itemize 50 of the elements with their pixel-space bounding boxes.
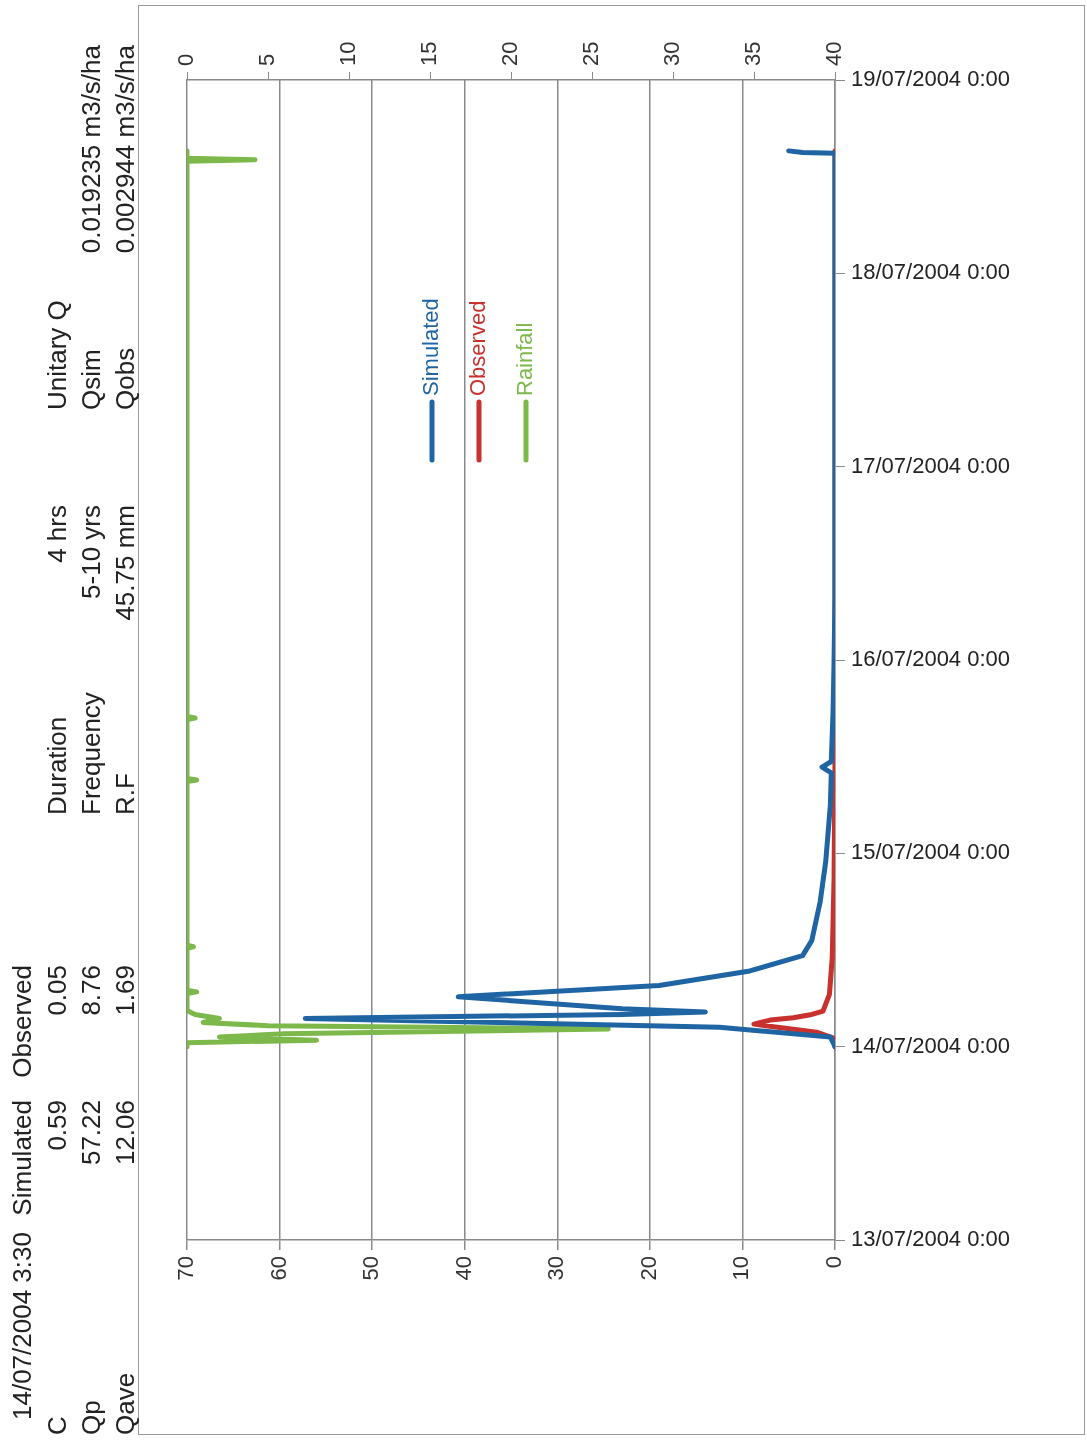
- y-tick-label: 16/07/2004 0:00: [851, 646, 1011, 672]
- x-tick-label: 0: [821, 1256, 847, 1269]
- y-tick-label: 14/07/2004 0:00: [851, 1032, 1011, 1058]
- text: 0.05: [42, 965, 72, 1016]
- text: 0.019235 m3/s/ha: [76, 45, 106, 254]
- text: 14/07/2004 3:30: [7, 1232, 37, 1420]
- y-tick-label: 19/07/2004 0:00: [851, 66, 1011, 92]
- text: Simulated: [7, 1100, 37, 1216]
- x2-tick-label: 5: [254, 53, 280, 66]
- y-tick-label: 18/07/2004 0:00: [851, 259, 1011, 285]
- x-tick-label: 30: [543, 1256, 569, 1281]
- x-tick-label: 60: [265, 1256, 291, 1281]
- y-tick-label: 15/07/2004 0:00: [851, 839, 1011, 865]
- x2-tick-label: 25: [578, 41, 604, 66]
- x2-tick-label: 0: [173, 53, 199, 66]
- x2-tick-label: 35: [740, 41, 766, 66]
- text: Rainfall: [512, 322, 538, 396]
- text: 0.002944 m3/s/ha: [110, 45, 140, 254]
- text: Frequency: [76, 692, 106, 815]
- text: Observed: [465, 300, 491, 396]
- x2-tick-label: 15: [416, 41, 442, 66]
- text: 5-10 yrs: [76, 505, 106, 599]
- x-tick-label: 70: [173, 1256, 199, 1281]
- x-tick-label: 10: [728, 1256, 754, 1281]
- text: Qsim: [76, 349, 106, 410]
- text: Qobs: [110, 347, 140, 410]
- text: 45.75 mm: [110, 505, 140, 621]
- text: R.F: [110, 773, 140, 815]
- x-tick-label: 50: [358, 1256, 384, 1281]
- x2-tick-label: 40: [821, 41, 847, 66]
- text: Unitary Q: [42, 300, 72, 410]
- text: 8.76: [76, 965, 106, 1016]
- text: C: [42, 1416, 72, 1435]
- text: 4 hrs: [42, 505, 72, 563]
- text: 0.59: [42, 1100, 72, 1151]
- text: Qp: [76, 1400, 106, 1435]
- text: 57.22: [76, 1100, 106, 1166]
- text: Qave: [110, 1372, 140, 1435]
- text: Duration: [42, 716, 72, 815]
- text: 1.69: [110, 965, 140, 1016]
- x2-tick-label: 10: [335, 41, 361, 66]
- y-tick-label: 13/07/2004 0:00: [851, 1226, 1011, 1252]
- y-tick-label: 17/07/2004 0:00: [851, 452, 1011, 478]
- x2-tick-label: 30: [659, 41, 685, 66]
- text: Observed: [7, 965, 37, 1078]
- text: Simulated: [418, 298, 444, 396]
- x-tick-label: 40: [450, 1256, 476, 1281]
- x-tick-label: 20: [635, 1256, 661, 1281]
- text: 12.06: [110, 1100, 140, 1166]
- x2-tick-label: 20: [497, 41, 523, 66]
